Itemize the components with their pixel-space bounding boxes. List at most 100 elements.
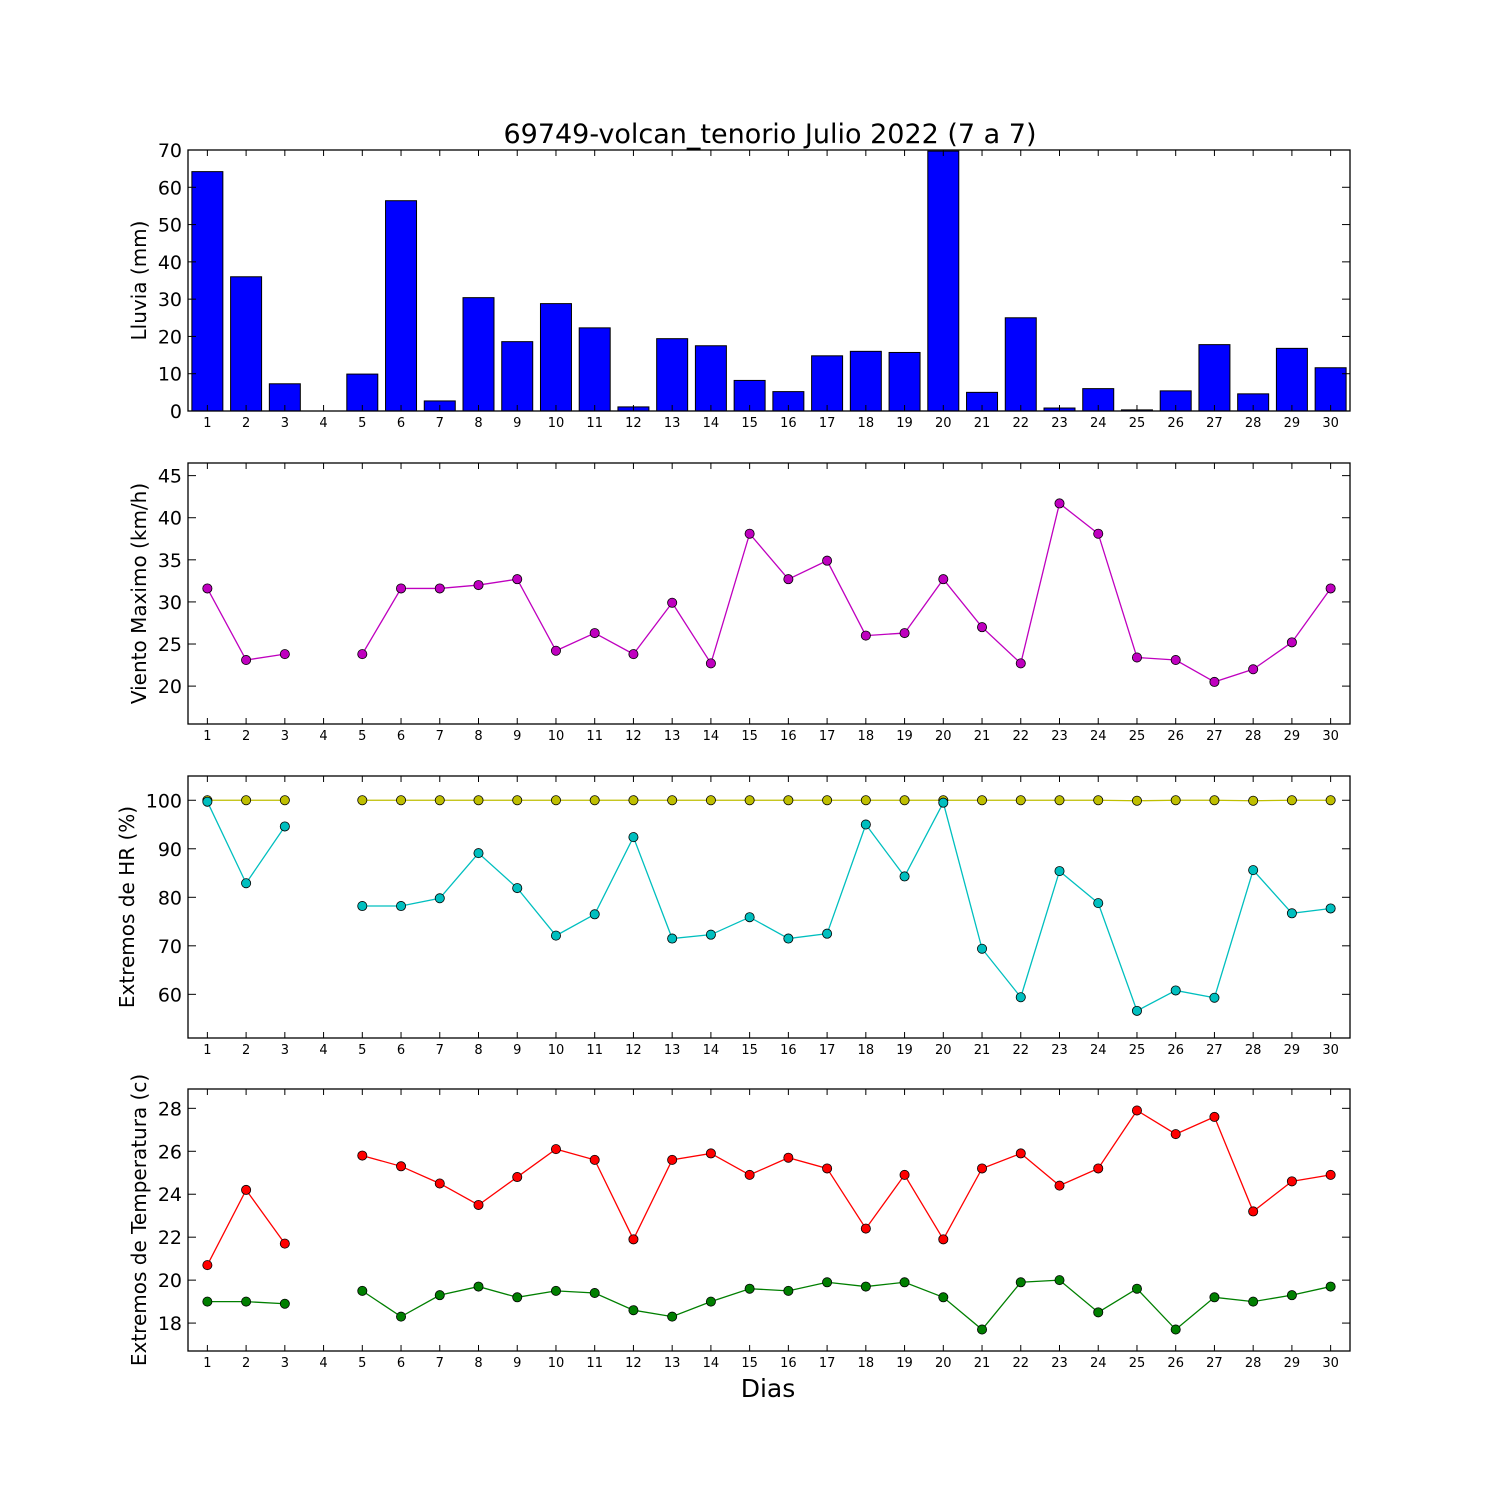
point-day-7 <box>434 893 445 904</box>
point-day-26 <box>1170 795 1181 806</box>
point-day-19 <box>899 1169 910 1180</box>
point-day-24 <box>1093 898 1104 909</box>
point-day-6 <box>396 1161 407 1172</box>
x-tick-label: 3 <box>281 729 289 744</box>
y-tick-label: 100 <box>146 790 182 812</box>
bar-day-13 <box>656 338 689 411</box>
point-day-21 <box>977 1324 988 1335</box>
point-day-1 <box>202 796 213 807</box>
point-day-13 <box>667 597 678 608</box>
point-day-3 <box>279 649 290 660</box>
x-tick-label: 30 <box>1322 416 1339 431</box>
x-tick-label: 4 <box>319 729 327 744</box>
x-tick-label: 6 <box>397 1356 405 1371</box>
x-tick-label: 17 <box>819 1356 836 1371</box>
point-day-14 <box>705 795 716 806</box>
x-tick-label: 23 <box>1051 416 1068 431</box>
point-day-16 <box>783 1152 794 1163</box>
x-tick-label: 7 <box>436 1043 444 1058</box>
point-day-23 <box>1054 866 1065 877</box>
point-day-20 <box>938 1292 949 1303</box>
point-day-22 <box>1015 658 1026 669</box>
x-tick-label: 5 <box>358 729 366 744</box>
point-day-24 <box>1093 795 1104 806</box>
point-day-8 <box>473 1281 484 1292</box>
point-day-28 <box>1248 664 1259 675</box>
y-tick-label: 35 <box>158 550 182 572</box>
point-day-2 <box>241 1296 252 1307</box>
point-day-7 <box>434 795 445 806</box>
point-day-27 <box>1209 992 1220 1003</box>
x-tick-label: 30 <box>1322 729 1339 744</box>
x-tick-label: 1 <box>203 1356 211 1371</box>
x-tick-label: 15 <box>741 1356 758 1371</box>
point-day-22 <box>1015 795 1026 806</box>
x-tick-label: 30 <box>1322 1043 1339 1058</box>
point-day-27 <box>1209 676 1220 687</box>
point-day-18 <box>860 1281 871 1292</box>
point-day-22 <box>1015 992 1026 1003</box>
x-tick-label: 13 <box>664 416 681 431</box>
point-day-12 <box>628 832 639 843</box>
point-day-10 <box>550 1285 561 1296</box>
x-tick-label: 13 <box>664 1043 681 1058</box>
series-2 <box>202 796 1336 1016</box>
y-tick-label: 0 <box>170 401 182 423</box>
x-tick-label: 1 <box>203 416 211 431</box>
point-day-30 <box>1325 583 1336 594</box>
point-day-8 <box>473 1199 484 1210</box>
bar-day-18 <box>849 350 882 411</box>
point-day-3 <box>279 1238 290 1249</box>
y-axis-label: Extremos de Temperatura (c) <box>127 1074 151 1366</box>
point-day-29 <box>1286 795 1297 806</box>
x-tick-label: 1 <box>203 1043 211 1058</box>
point-day-30 <box>1325 795 1336 806</box>
x-tick-label: 14 <box>703 729 720 744</box>
point-day-12 <box>628 1234 639 1245</box>
x-tick-label: 5 <box>358 1043 366 1058</box>
point-day-6 <box>396 901 407 912</box>
x-tick-label: 11 <box>586 729 603 744</box>
point-day-23 <box>1054 795 1065 806</box>
point-day-5 <box>357 1150 368 1161</box>
point-day-8 <box>473 580 484 591</box>
bar-day-1 <box>191 171 224 411</box>
point-day-1 <box>202 1296 213 1307</box>
point-day-9 <box>512 795 523 806</box>
x-tick-label: 20 <box>935 416 952 431</box>
point-day-13 <box>667 1311 678 1322</box>
x-axis-label: Dias <box>741 1374 796 1403</box>
x-tick-label: 21 <box>974 729 991 744</box>
point-day-16 <box>783 933 794 944</box>
x-tick-label: 26 <box>1167 1356 1184 1371</box>
series-2 <box>202 1275 1336 1335</box>
x-tick-label: 11 <box>586 416 603 431</box>
x-tick-label: 18 <box>858 416 875 431</box>
point-day-3 <box>279 795 290 806</box>
point-day-6 <box>396 583 407 594</box>
bar-day-11 <box>578 327 611 411</box>
x-tick-label: 10 <box>548 1356 565 1371</box>
bar-day-14 <box>694 345 727 411</box>
x-tick-label: 9 <box>513 416 521 431</box>
x-tick-label: 2 <box>242 729 250 744</box>
point-day-29 <box>1286 637 1297 648</box>
point-day-6 <box>396 1311 407 1322</box>
point-day-17 <box>822 555 833 566</box>
x-tick-label: 23 <box>1051 1043 1068 1058</box>
point-day-12 <box>628 795 639 806</box>
point-day-19 <box>899 795 910 806</box>
series-line <box>206 1109 1331 1266</box>
x-tick-label: 15 <box>741 416 758 431</box>
x-tick-label: 25 <box>1129 1043 1146 1058</box>
x-tick-label: 19 <box>896 416 913 431</box>
point-day-30 <box>1325 903 1336 914</box>
point-day-16 <box>783 1285 794 1296</box>
bar-day-5 <box>346 373 379 411</box>
bar-day-27 <box>1198 344 1231 411</box>
point-day-15 <box>744 1283 755 1294</box>
bar-day-6 <box>385 200 418 411</box>
